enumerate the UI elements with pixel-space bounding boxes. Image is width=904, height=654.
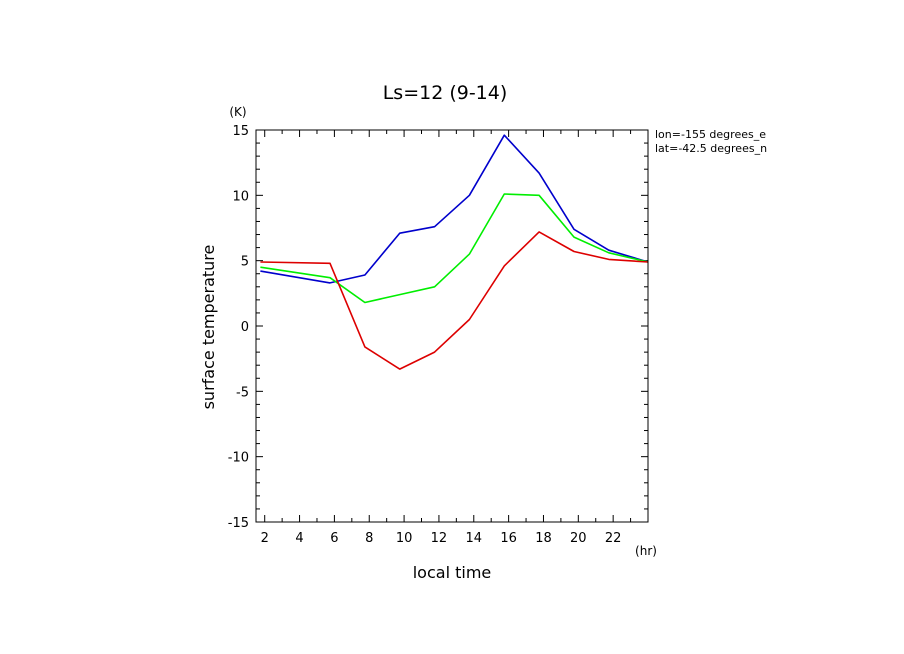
chart-title: Ls=12 (9-14) <box>383 82 508 104</box>
annotation-clip: lon=-155 degrees_e lat=-42.5 degrees_n <box>655 128 767 155</box>
series-line-3 <box>260 231 649 370</box>
plot-frame <box>255 129 649 523</box>
x-axis-label: local time <box>413 563 492 582</box>
x-tick-label: 10 <box>396 531 413 546</box>
x-tick-label: 12 <box>431 531 448 546</box>
series-layer <box>260 134 649 370</box>
y-tick-label: -5 <box>236 385 249 400</box>
x-tick-label: 16 <box>500 531 517 546</box>
x-tick-label: 18 <box>535 531 552 546</box>
x-tick-label: 2 <box>261 531 269 546</box>
y-tick-label: 10 <box>232 189 249 204</box>
x-unit-label: (hr) <box>635 544 657 558</box>
y-tick-label: 5 <box>241 255 249 270</box>
y-tick-label: 0 <box>241 320 249 335</box>
y-unit-label: (K) <box>229 105 246 119</box>
x-tick-label: 6 <box>330 531 338 546</box>
y-tick-label: 15 <box>232 124 249 139</box>
series-line-2 <box>260 193 649 304</box>
series-line-1 <box>260 134 649 284</box>
x-tick-label: 20 <box>570 531 587 546</box>
y-tick-label: -10 <box>228 451 249 466</box>
axes-layer: -15 -10 -5 0 5 10 15 2 4 6 8 10 12 14 16 18 20 22 <box>228 124 648 546</box>
x-tick-label: 8 <box>365 531 373 546</box>
annotation-lat: lat=-42.5 degrees_n <box>655 142 767 155</box>
y-tick-label: -15 <box>228 516 249 531</box>
x-tick-label: 4 <box>295 531 303 546</box>
x-tick-label: 14 <box>466 531 483 546</box>
y-axis-label: surface temperature <box>199 245 218 410</box>
x-tick-label: 22 <box>605 531 622 546</box>
annotation-lon: lon=-155 degrees_e <box>655 128 766 141</box>
